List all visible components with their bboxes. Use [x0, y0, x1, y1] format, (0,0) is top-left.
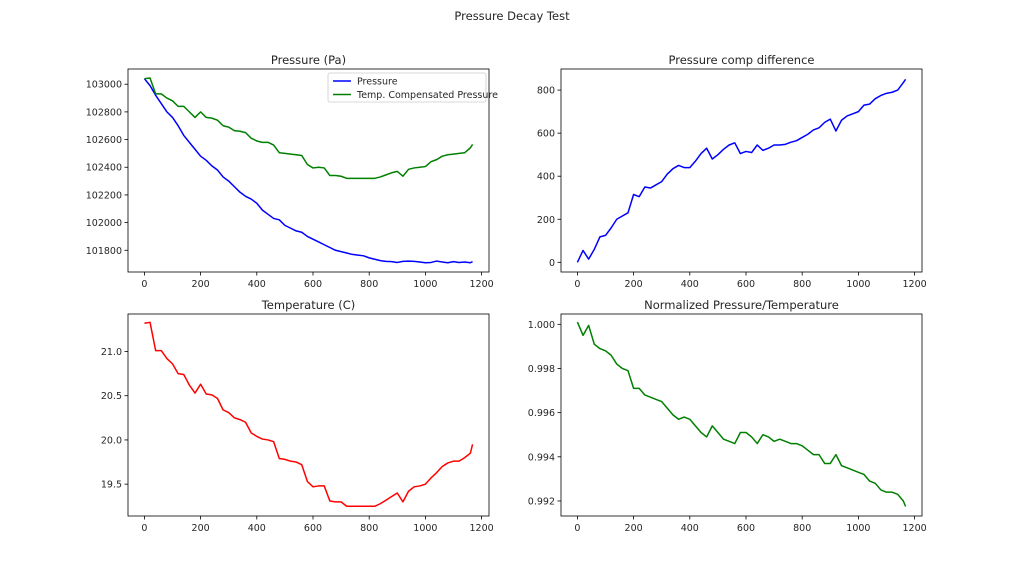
axes-frame: [127, 68, 490, 273]
axes-frame: [127, 313, 490, 517]
x-tick-label: 200: [192, 279, 210, 290]
x-tick-label: 1000: [413, 523, 437, 534]
subplot-title: Temperature (C): [261, 298, 356, 312]
subplot-pressure: Pressure (Pa) 0 200 400 600 800 1000 1200 101800…: [86, 53, 498, 290]
y-tick-label: 0.994: [528, 452, 555, 463]
y-tick-label: 0.998: [528, 364, 555, 375]
y-tick-label: 102800: [86, 107, 122, 118]
y-tick-label: 0.992: [528, 496, 555, 507]
subplot-pressure-comp-difference: Pressure comp difference 0 200 400 600 800 100…: [537, 53, 927, 290]
x-tick-label: 800: [360, 279, 378, 290]
x-tick-label: 600: [304, 523, 322, 534]
x-tick-label: 400: [248, 279, 266, 290]
x-tick-label: 600: [737, 523, 755, 534]
figure-title: Pressure Decay Test: [454, 9, 570, 23]
y-tick-label: 19.5: [101, 480, 122, 491]
series-line-difference: [576, 78, 907, 263]
subplot-title: Pressure comp difference: [668, 53, 814, 67]
y-tick-label: 0.996: [528, 408, 555, 419]
x-tick-label: 200: [192, 523, 210, 534]
x-tick-label: 0: [141, 279, 147, 290]
legend-label: Pressure: [357, 77, 398, 88]
y-tick-label: 20.0: [101, 435, 122, 446]
x-tick-label: 800: [360, 523, 378, 534]
y-tick-label: 102000: [86, 218, 122, 229]
x-tick-label: 1200: [469, 523, 493, 534]
x-tick-label: 200: [625, 523, 643, 534]
y-tick-label: 400: [537, 172, 555, 183]
x-tick-label: 1200: [902, 523, 926, 534]
subplot-title: Pressure (Pa): [271, 53, 346, 67]
y-tick-label: 21.0: [101, 347, 122, 358]
x-tick-label: 200: [625, 279, 643, 290]
legend-box: [327, 72, 487, 103]
series-line-normalized: [576, 321, 907, 507]
y-tick-label: 0: [549, 258, 555, 269]
x-tick-label: 600: [737, 279, 755, 290]
y-tick-label: 200: [537, 215, 555, 226]
x-tick-label: 600: [304, 279, 322, 290]
x-tick-label: 1000: [413, 279, 437, 290]
axes-frame: [560, 68, 923, 273]
x-tick-label: 400: [248, 523, 266, 534]
series-line-temperature: [144, 321, 474, 508]
y-tick-label: 800: [537, 86, 555, 97]
y-tick-label: 1.000: [528, 320, 555, 331]
x-tick-label: 1000: [846, 279, 870, 290]
x-tick-label: 0: [574, 523, 580, 534]
y-tick-label: 101800: [86, 246, 122, 257]
axes-frame: [560, 313, 923, 517]
legend-label: Temp. Compensated Pressure: [356, 90, 498, 101]
y-tick-label: 600: [537, 129, 555, 140]
x-tick-label: 400: [681, 523, 699, 534]
y-tick-label: 103000: [86, 80, 122, 91]
y-tick-label: 102600: [86, 135, 122, 146]
x-tick-label: 0: [141, 523, 147, 534]
y-tick-label: 102200: [86, 190, 122, 201]
y-tick-label: 20.5: [101, 391, 122, 402]
x-tick-label: 1200: [902, 279, 926, 290]
subplot-temperature: Temperature (C) 0 200 400 600 800 1000 1200 19.5…: [101, 298, 494, 534]
subplot-normalized-pressure-temperature: Normalized Pressure/Temperature 0 200 400 60…: [528, 298, 927, 534]
series-line-pressure: [143, 78, 473, 264]
x-tick-label: 800: [793, 523, 811, 534]
x-tick-label: 1200: [469, 279, 493, 290]
subplot-title: Normalized Pressure/Temperature: [644, 298, 839, 312]
x-tick-label: 800: [793, 279, 811, 290]
legend: Pressure Temp. Compensated Pressure: [327, 72, 498, 103]
x-tick-label: 400: [681, 279, 699, 290]
x-tick-label: 1000: [846, 523, 870, 534]
y-tick-label: 102400: [86, 163, 122, 174]
series-line-temp-compensated-pressure: [144, 77, 474, 180]
x-tick-label: 0: [574, 279, 580, 290]
